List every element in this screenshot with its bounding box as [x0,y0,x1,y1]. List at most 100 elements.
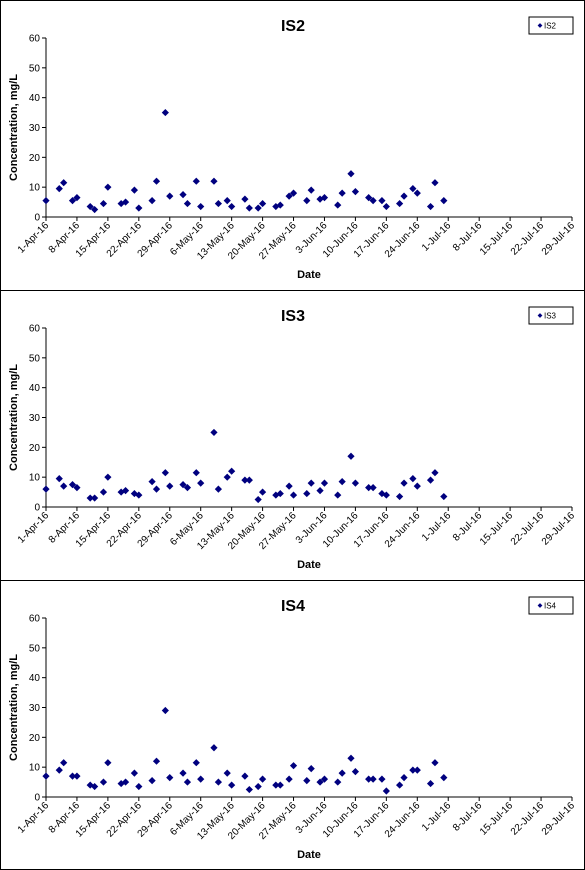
data-point [91,494,99,502]
y-axis-title: Concentration, mg/L [8,74,20,181]
y-axis-title: Concentration, mg/L [8,364,20,471]
data-point [183,778,192,786]
data-point [347,452,355,460]
y-tick-label: 0 [34,503,40,514]
x-tick-label: 29-Jul-16 [540,510,578,548]
data-point [245,785,253,794]
y-tick-label: 60 [29,614,41,625]
legend: IS4 [528,596,574,615]
data-point [396,199,404,208]
data-point [365,775,373,783]
data-point [148,196,156,205]
data-point [316,486,324,495]
data-point [99,199,108,208]
data-point [276,201,284,209]
y-tick-label: 40 [29,673,41,684]
data-point [166,482,174,490]
data-point [197,775,205,783]
data-point [210,177,218,185]
data-point [148,776,156,785]
data-point [347,170,355,178]
x-tick-label: 1-Apr-16 [16,220,52,256]
data-point [289,491,298,499]
data-point [382,787,390,795]
data-point [152,485,161,493]
data-point [365,194,373,202]
data-point [130,186,139,194]
data-point [99,778,108,786]
y-tick-label: 0 [34,213,40,224]
data-point [223,473,231,481]
y-tick-label: 10 [29,183,41,194]
data-point [396,781,404,789]
data-point [241,195,249,203]
data-point [351,188,360,196]
data-point [303,776,311,785]
legend: IS3 [528,306,574,325]
data-point [135,782,143,791]
data-point [289,762,298,770]
data-point [289,189,298,197]
data-point [228,202,236,211]
data-point [197,479,205,487]
data-point [378,489,386,498]
data-point [307,765,315,773]
y-tick-label: 60 [29,34,41,45]
data-point [214,199,222,208]
data-point [86,781,94,789]
y-tick-label: 10 [29,473,41,484]
data-point [68,481,77,489]
chart-is2: IS201020304050601-Apr-168-Apr-1615-Apr-1… [8,16,577,281]
data-point [334,778,342,786]
data-point [73,484,81,492]
series-is2 [42,108,448,214]
data-point [396,492,404,501]
chart-title: IS2 [281,18,305,35]
data-point [276,781,284,789]
data-point [179,769,187,777]
x-tick-label: 29-Jul-16 [540,800,578,838]
data-point [121,198,130,206]
data-point [241,772,249,780]
y-tick-label: 20 [29,153,41,164]
data-point [258,199,267,208]
data-point [117,779,125,788]
data-point [166,192,174,200]
data-point [60,179,68,187]
data-point [192,177,200,185]
chart-panel-is2: IS2 0 10 20 30 40 50 60 1-Apr-16 8-Apr-16 15-Apr-1… [0,0,585,291]
data-point [400,479,408,487]
data-point [369,775,377,783]
y-tick-label: 30 [29,123,41,134]
data-point [214,778,222,786]
data-point [161,706,169,715]
data-point [60,482,68,490]
data-point [369,196,377,205]
legend-box [528,306,574,325]
data-point [431,179,439,187]
data-point [347,754,355,762]
data-point [223,769,231,777]
data-point [382,202,390,211]
y-tick-label: 0 [34,793,40,804]
data-point [183,199,192,208]
data-point [413,482,421,490]
data-point [161,469,169,477]
data-point [152,757,161,765]
data-point [351,479,360,487]
data-point [409,475,417,483]
data-point [338,189,346,197]
legend-marker [537,603,543,608]
data-point [42,485,50,493]
data-point [285,192,293,200]
x-tick-label: 1-Apr-16 [16,800,52,836]
data-point [104,473,112,481]
x-tick-label: 1-Jul-16 [420,800,454,834]
data-point [68,196,77,205]
data-point [276,489,284,498]
data-point [73,772,81,780]
data-point [60,759,68,767]
x-tick-label: 1-Apr-16 [16,510,52,546]
data-point [135,491,143,499]
y-tick-label: 40 [29,93,41,104]
